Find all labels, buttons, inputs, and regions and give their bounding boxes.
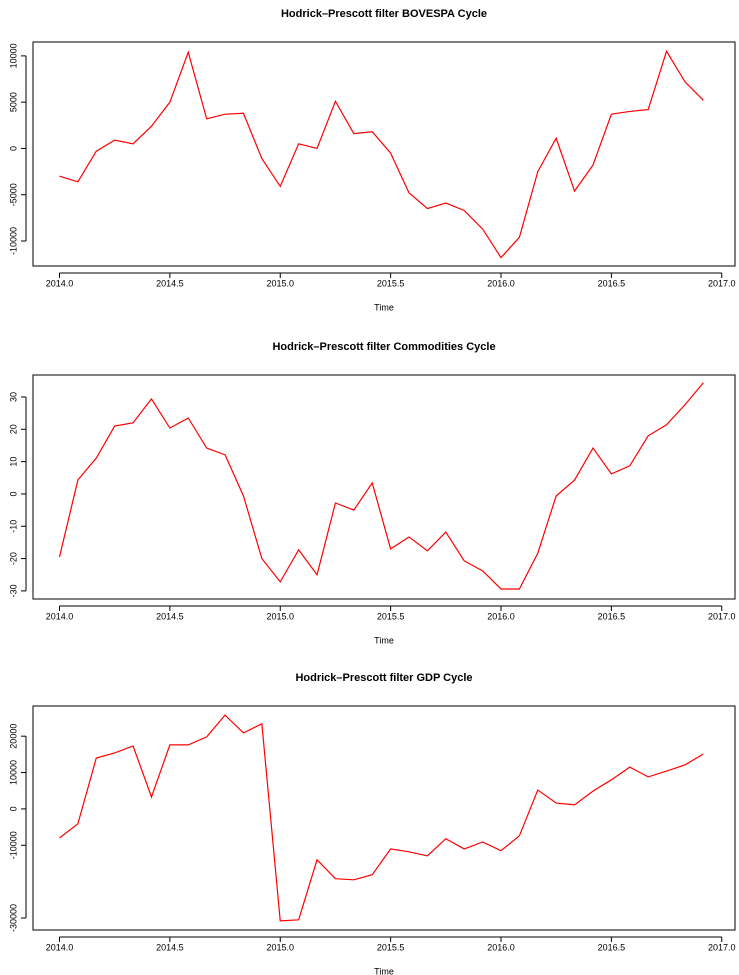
x-axis-label: Time (374, 966, 394, 975)
x-tick-label: 2015.0 (266, 942, 294, 952)
plot-frame (32, 705, 736, 931)
y-tick-label: 5000 (8, 92, 18, 112)
x-tick-label: 2016.5 (598, 942, 626, 952)
x-tick-label: 2015.5 (377, 278, 405, 288)
x-tick-label: 2014.5 (156, 942, 184, 952)
x-tick-label: 2015.0 (266, 611, 294, 621)
chart-title: Hodrick–Prescott filter BOVESPA Cycle (281, 8, 487, 20)
x-tick-label: 2017.0 (708, 278, 736, 288)
y-tick-label: 10000 (8, 760, 18, 785)
x-tick-label: 2016.5 (598, 278, 626, 288)
y-tick-label: 10 (8, 457, 18, 467)
x-tick-label: 2015.5 (377, 942, 405, 952)
x-tick-label: 2016.0 (487, 278, 515, 288)
chart-title: Hodrick–Prescott filter GDP Cycle (295, 672, 472, 684)
y-tick-label: 0 (8, 491, 18, 496)
y-tick-label: -10000 (8, 227, 18, 255)
y-tick-label: 0 (8, 806, 18, 811)
y-tick-label: 30 (8, 392, 18, 402)
y-tick-label: 20000 (8, 724, 18, 749)
x-tick-label: 2014.0 (46, 942, 74, 952)
x-axis-label: Time (374, 302, 394, 312)
x-tick-label: 2014.0 (46, 278, 74, 288)
y-tick-label: 10000 (8, 43, 18, 68)
series-line (59, 49, 704, 259)
y-tick-label: -30000 (8, 904, 18, 932)
y-tick-label: -10 (8, 520, 18, 533)
plot-frame (32, 41, 736, 267)
x-tick-label: 2014.5 (156, 611, 184, 621)
panel: Hodrick–Prescott filter BOVESPA Cycle 201… (8, 8, 735, 312)
chart-title: Hodrick–Prescott filter Commodities Cycl… (272, 341, 495, 353)
panel: Hodrick–Prescott filter Commodities Cycl… (8, 341, 735, 645)
y-tick-label: -30 (8, 584, 18, 597)
y-tick-label: -5000 (8, 183, 18, 206)
plot-frame (32, 374, 736, 600)
x-tick-label: 2016.5 (598, 611, 626, 621)
x-tick-label: 2017.0 (708, 942, 736, 952)
x-tick-label: 2014.5 (156, 278, 184, 288)
panel: Hodrick–Prescott filter GDP Cycle 2014.0 2… (8, 672, 735, 975)
x-tick-label: 2015.0 (266, 278, 294, 288)
y-tick-label: -10000 (8, 831, 18, 859)
series-line (58, 382, 704, 590)
x-tick-label: 2016.0 (487, 611, 515, 621)
x-tick-label: 2017.0 (708, 611, 736, 621)
x-axis-label: Time (374, 635, 394, 645)
x-tick-label: 2015.5 (377, 611, 405, 621)
y-tick-label: -20 (8, 552, 18, 565)
x-tick-label: 2014.0 (46, 611, 74, 621)
series-line (59, 714, 704, 922)
y-tick-label: 20 (8, 424, 18, 434)
x-tick-label: 2016.0 (487, 942, 515, 952)
y-tick-label: 0 (8, 146, 18, 151)
